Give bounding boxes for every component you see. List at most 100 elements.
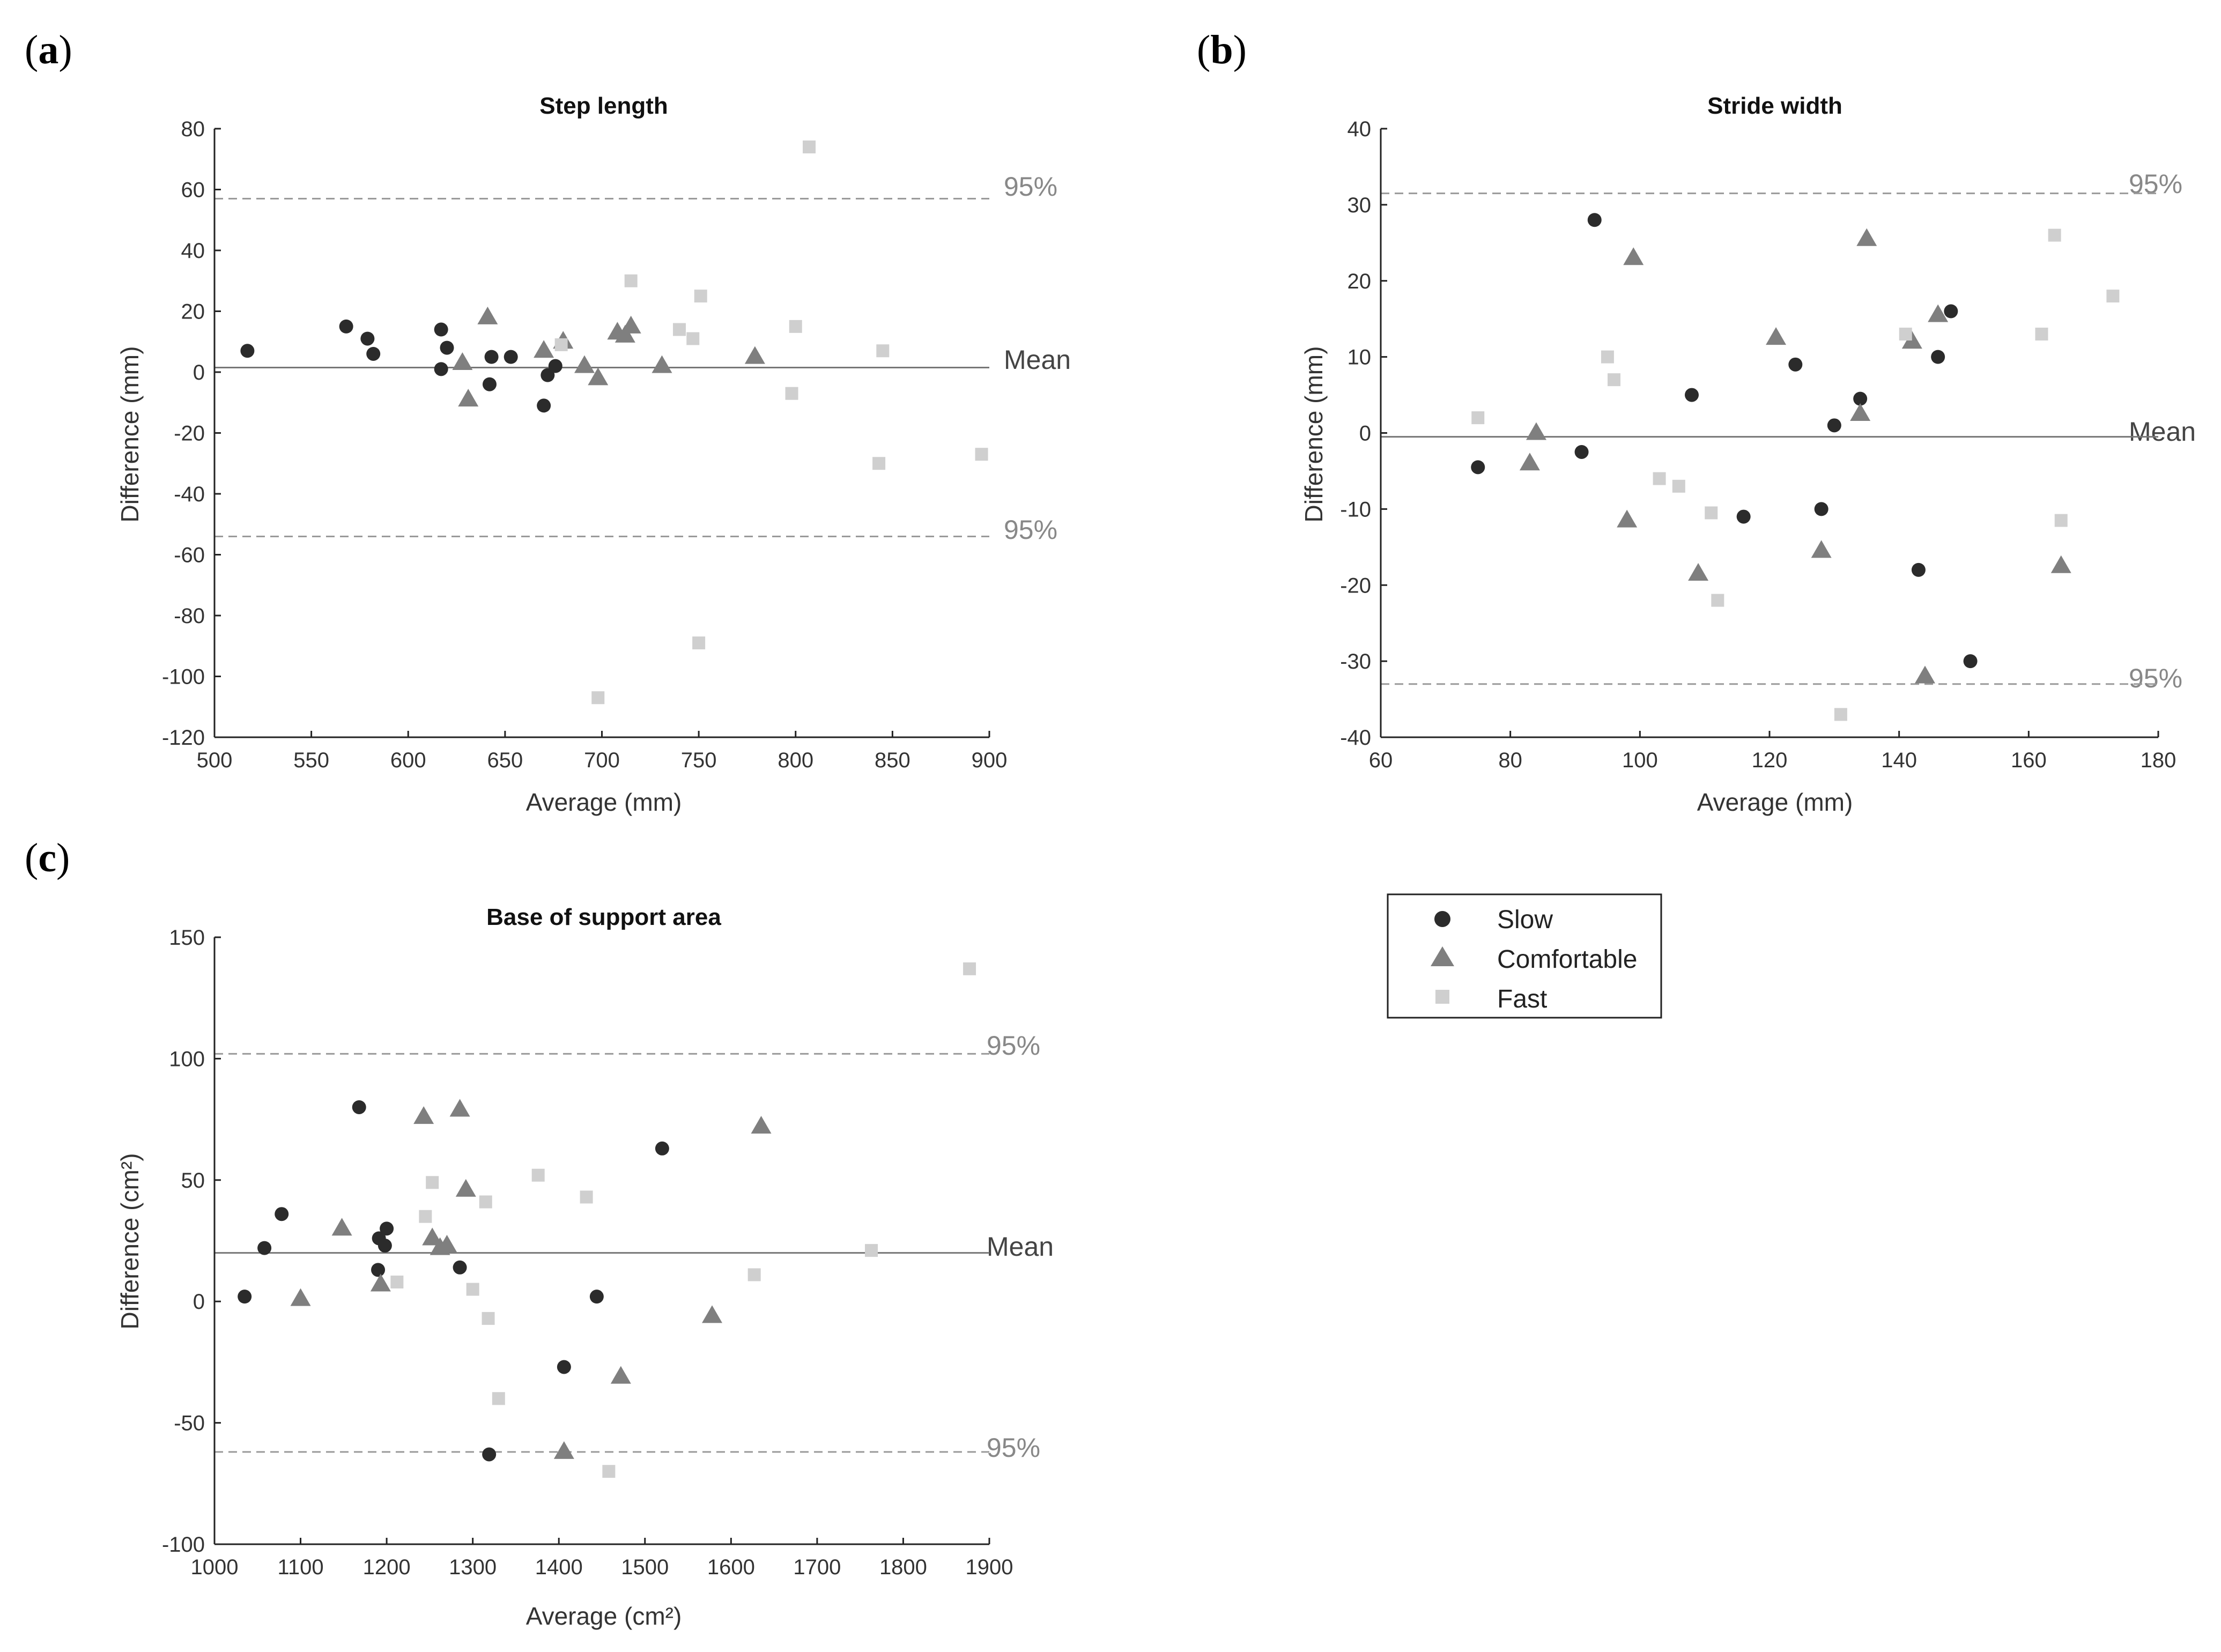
x-tick-label: 800 bbox=[778, 749, 813, 772]
comfortable-point bbox=[452, 352, 473, 370]
fast-point bbox=[531, 1168, 545, 1182]
slow-point bbox=[1827, 418, 1841, 433]
fast-point bbox=[1601, 350, 1614, 364]
x-tick-label: 500 bbox=[197, 749, 233, 772]
comfortable-point bbox=[331, 1218, 352, 1236]
comfortable-point bbox=[1526, 422, 1546, 440]
slow-point bbox=[1471, 460, 1485, 475]
comfortable-point bbox=[744, 346, 765, 364]
x-tick-label: 1500 bbox=[621, 1555, 669, 1579]
y-tick-label: -10 bbox=[1340, 498, 1371, 521]
panel-label-c: (c) bbox=[25, 835, 70, 880]
y-axis-label: Difference (cm²) bbox=[116, 1153, 144, 1330]
x-axis-label: Average (mm) bbox=[526, 788, 682, 816]
slow-point bbox=[541, 368, 555, 382]
x-tick-label: 750 bbox=[681, 749, 717, 772]
comfortable-point bbox=[1811, 540, 1832, 558]
fast-point bbox=[580, 1190, 593, 1204]
y-tick-label: 60 bbox=[181, 179, 205, 202]
comfortable-point bbox=[370, 1273, 391, 1292]
comfortable-point bbox=[615, 324, 635, 343]
comfortable-point bbox=[449, 1099, 470, 1117]
fast-point bbox=[865, 1244, 878, 1257]
chart-title: Stride width bbox=[1707, 93, 1842, 119]
fast-point bbox=[2035, 328, 2048, 341]
slow-point bbox=[257, 1241, 272, 1255]
fast-point bbox=[492, 1392, 505, 1405]
comfortable-point bbox=[2050, 555, 2071, 573]
upper-limit-label: 95% bbox=[1004, 172, 1057, 202]
legend-marker-fast bbox=[1435, 990, 1449, 1004]
y-tick-label: -20 bbox=[174, 422, 205, 446]
fast-point bbox=[479, 1195, 492, 1209]
comfortable-point bbox=[1901, 331, 1922, 349]
comfortable-point bbox=[458, 389, 479, 407]
legend-box bbox=[1387, 893, 1662, 1019]
legend-marker-comfortable bbox=[1431, 946, 1454, 966]
slow-point bbox=[1685, 388, 1699, 402]
fast-point bbox=[624, 274, 638, 287]
y-tick-label: -100 bbox=[162, 1533, 205, 1557]
slow-point bbox=[360, 331, 375, 346]
comfortable-point bbox=[455, 1179, 476, 1197]
fast-point bbox=[466, 1283, 479, 1296]
y-tick-label: -20 bbox=[1340, 574, 1371, 597]
y-tick-label: 0 bbox=[193, 1290, 205, 1314]
upper-limit-label: 95% bbox=[2129, 169, 2182, 199]
y-tick-label: 20 bbox=[181, 300, 205, 324]
slow-point bbox=[238, 1290, 252, 1304]
y-tick-label: 150 bbox=[169, 926, 205, 950]
fast-point bbox=[686, 332, 700, 345]
slow-point bbox=[548, 359, 562, 373]
y-tick-label: 50 bbox=[181, 1169, 205, 1192]
slow-point bbox=[275, 1207, 289, 1221]
x-tick-label: 1300 bbox=[449, 1555, 497, 1579]
comfortable-point bbox=[1850, 403, 1871, 421]
legend-item-slow: Slow bbox=[1434, 906, 1553, 934]
fast-point bbox=[1705, 506, 1718, 520]
slow-point bbox=[537, 398, 551, 413]
comfortable-point bbox=[588, 367, 609, 386]
fast-point bbox=[1711, 594, 1724, 607]
panel-label-b: (b) bbox=[1197, 27, 1247, 72]
fast-point bbox=[1653, 472, 1666, 485]
slow-point bbox=[1911, 562, 1926, 577]
lower-limit-label: 95% bbox=[1004, 515, 1057, 545]
comfortable-point bbox=[413, 1106, 434, 1124]
x-tick-label: 550 bbox=[293, 749, 329, 772]
comfortable-point bbox=[1766, 327, 1787, 345]
comfortable-point bbox=[290, 1288, 311, 1306]
x-tick-label: 1700 bbox=[793, 1555, 841, 1579]
slow-point bbox=[1853, 391, 1868, 406]
fast-point bbox=[872, 457, 886, 470]
slow-point bbox=[453, 1260, 467, 1275]
slow-point bbox=[434, 362, 448, 376]
x-tick-label: 60 bbox=[1369, 749, 1393, 772]
fast-point bbox=[1471, 411, 1485, 425]
fast-point bbox=[591, 691, 605, 705]
slow-point bbox=[1944, 304, 1958, 318]
x-tick-label: 700 bbox=[584, 749, 620, 772]
legend-marker-slow bbox=[1434, 911, 1450, 927]
fast-point bbox=[789, 320, 802, 333]
fast-point bbox=[419, 1210, 432, 1223]
slow-point bbox=[377, 1239, 392, 1253]
comfortable-point bbox=[751, 1116, 772, 1134]
comfortable-point bbox=[553, 1441, 574, 1459]
y-tick-label: -50 bbox=[174, 1412, 205, 1435]
fast-point bbox=[785, 387, 798, 400]
comfortable-point bbox=[702, 1305, 723, 1323]
panel-label-a: (a) bbox=[25, 27, 72, 72]
comfortable-point bbox=[477, 306, 498, 324]
fast-point bbox=[694, 290, 707, 303]
lower-limit-label: 95% bbox=[987, 1433, 1040, 1463]
comfortable-point bbox=[1623, 247, 1644, 265]
comfortable-point bbox=[436, 1235, 457, 1253]
x-tick-label: 100 bbox=[1622, 749, 1658, 772]
slow-point bbox=[1814, 502, 1828, 516]
slow-point bbox=[1931, 350, 1945, 364]
fast-point bbox=[482, 1312, 495, 1325]
upper-limit-label: 95% bbox=[987, 1031, 1040, 1061]
y-tick-label: 80 bbox=[181, 117, 205, 141]
